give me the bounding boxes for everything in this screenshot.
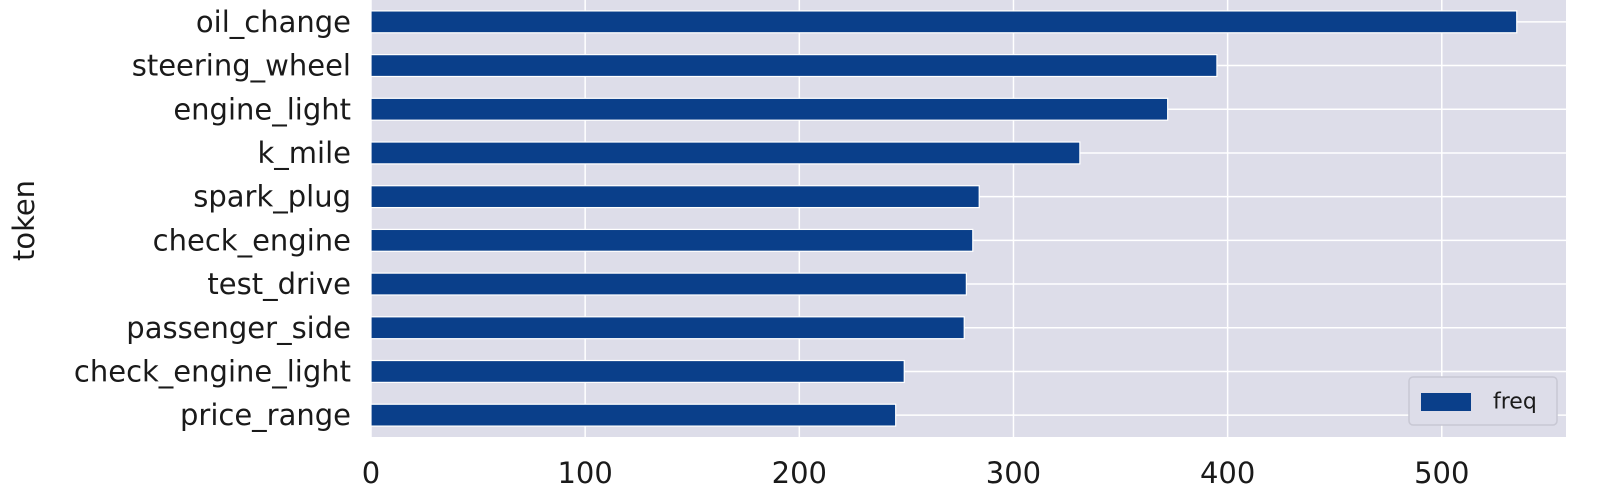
x-tick-label: 400 [1200, 456, 1255, 490]
x-tick-label: 500 [1414, 456, 1469, 490]
legend: freq [1408, 376, 1558, 426]
x-tick-label: 200 [772, 456, 827, 490]
y-tick-label: engine_light [173, 92, 351, 126]
x-tick-label: 0 [362, 456, 380, 490]
y-tick-label: steering_wheel [132, 49, 351, 83]
y-axis-label: token [7, 180, 41, 261]
legend-box [1408, 376, 1558, 426]
bar-k-mile [370, 141, 1081, 165]
y-tick-label: price_range [180, 398, 351, 432]
legend-label: freq [1493, 390, 1537, 415]
y-tick-labels: price_range check_engine_light passenger_s… [74, 5, 351, 432]
bar-oil-change [370, 10, 1518, 34]
x-tick-label: 100 [557, 456, 612, 490]
bar-engine-light [370, 97, 1169, 121]
bar-price-range [370, 403, 897, 427]
x-tick-labels: 0 100 200 300 400 500 [362, 456, 1470, 490]
bars [370, 10, 1518, 427]
y-tick-label: check_engine_light [74, 354, 351, 388]
x-tick-label: 300 [986, 456, 1041, 490]
legend-swatch [1421, 393, 1471, 411]
bar-steering-wheel [370, 54, 1218, 78]
y-tick-label: test_drive [207, 267, 351, 301]
bar-test-drive [370, 272, 967, 296]
y-tick-label: passenger_side [126, 311, 351, 345]
y-tick-label: spark_plug [193, 180, 351, 214]
y-tick-label: oil_change [196, 5, 351, 39]
bar-check-engine [370, 228, 974, 252]
bar-spark-plug [370, 185, 980, 209]
y-tick-label: check_engine [153, 223, 351, 257]
y-tick-label: k_mile [258, 136, 352, 170]
bar-check-engine-light [370, 359, 905, 383]
bar-passenger-side [370, 316, 965, 340]
